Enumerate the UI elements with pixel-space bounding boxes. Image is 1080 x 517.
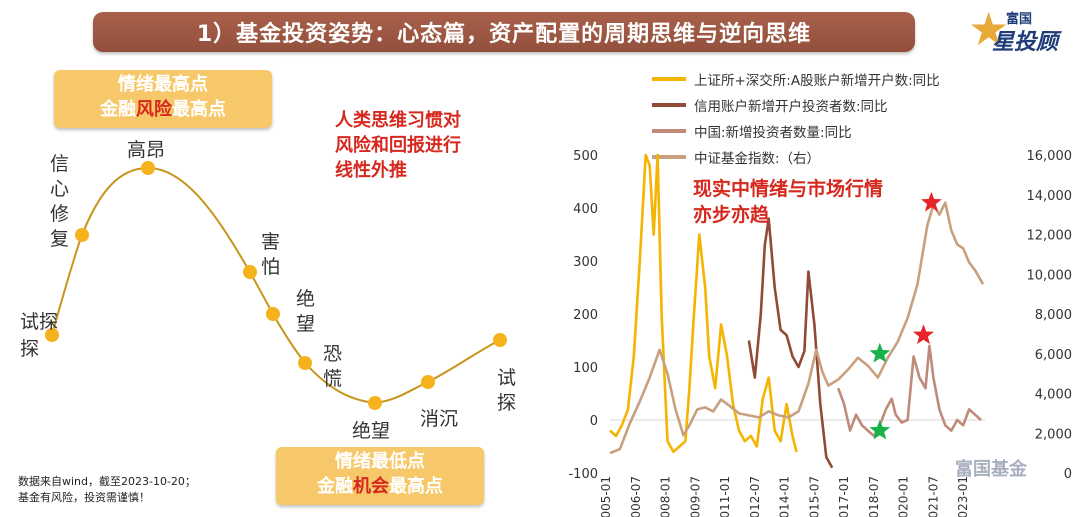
emotion-high-line2: 金融风险最高点 (100, 99, 226, 120)
y-right-tick-label: 6,000 (1035, 348, 1072, 363)
stage-label: 心 (50, 178, 69, 200)
emotion-low-line1: 情绪最低点 (335, 451, 425, 472)
stage-label: 修 (50, 203, 69, 225)
market-sentiment-chart: 500 400 300 200 100 0 -100 16,000 14,000 12,000 10… (568, 149, 1073, 517)
y-left-tick-label: 400 (573, 202, 598, 217)
legend-item: 中国:新增投资者数量:同比 (652, 118, 940, 144)
y-left-tick-label: 200 (573, 308, 598, 323)
x-tick-label: 2006-07 (629, 476, 643, 517)
cycle-curve (51, 166, 501, 405)
y-right-tick-label: 2,000 (1035, 427, 1072, 442)
x-tick-label: 2005-01 (599, 476, 613, 517)
y-right-tick-label: 14,000 (1027, 189, 1073, 204)
cycle-dots (45, 161, 507, 410)
stage-label: 慌 (323, 368, 342, 390)
star-marker (913, 324, 934, 345)
x-tick-label: 2020-01 (897, 476, 911, 517)
x-tick-label: 2014-01 (778, 476, 792, 517)
star-marker (869, 419, 891, 440)
stage-label: 怕 (261, 256, 280, 278)
cycle-dot (266, 307, 280, 321)
stage-label: 望 (296, 313, 315, 335)
linear-extrapolation-note: 人类思维习惯对 风险和回报进行 线性外推 (335, 110, 461, 181)
emotion-low-box: 情绪最低点 金融机会最高点 (276, 447, 484, 505)
series-line (609, 201, 985, 455)
data-source-note: 数据来自wind，截至2023-10-20； 基金有风险，投资需谨慎！ (18, 475, 196, 504)
star-marker (921, 191, 942, 212)
x-tick-label: 2021-07 (926, 476, 940, 517)
y-right-tick-label: 10,000 (1027, 268, 1073, 283)
series-line (609, 153, 798, 454)
cycle-dot (421, 375, 435, 389)
logo-top-text: 富国 (1006, 12, 1033, 27)
x-tick-label: 2012-07 (748, 476, 762, 517)
logo-main-text: 星投顾 (992, 30, 1059, 55)
stage-label: 消沉 (420, 408, 458, 430)
cycle-dot (141, 161, 155, 175)
star-icon: ★ (968, 2, 1010, 56)
x-tick-label: 2009-07 (688, 476, 702, 517)
emotion-high-box: 情绪最高点 金融风险最高点 (54, 70, 272, 128)
stage-label: 试 (497, 367, 516, 389)
y-left-tick-label: 300 (573, 255, 598, 270)
x-tick-label: 2018-07 (867, 476, 881, 517)
x-tick-label: 2023-01 (956, 476, 970, 517)
emotion-low-line2: 金融机会最高点 (317, 476, 443, 497)
y-right-tick-label: 16,000 (1027, 149, 1073, 164)
brand-logo: ★ 富国 星投顾 (968, 4, 1078, 56)
x-tick-label: 2017-01 (837, 476, 851, 517)
x-tick-label: 2008-01 (659, 476, 673, 517)
legend-item: 中证基金指数:（右） (652, 144, 940, 170)
chart-legend: 上证所+深交所:A股账户新增开户数:同比 信用账户新增开户投资者数:同比 中国:… (652, 66, 940, 170)
stage-label: 绝望 (352, 420, 390, 442)
y-left-tick-label: 100 (573, 361, 598, 376)
stage-label: 害 (261, 231, 280, 253)
cycle-dot (368, 396, 382, 410)
sentiment-market-note: 现实中情绪与市场行情 亦步亦趋 (693, 178, 884, 226)
stage-label: 恐 (323, 343, 342, 365)
stage-label: 绝 (296, 288, 315, 310)
emotion-cycle-diagram: 试探 探 信 心 修 复 高昂 害 怕 绝 望 恐 慌 绝望 消沉 试 探 (20, 139, 516, 442)
star-marker (869, 342, 891, 363)
y-left-tick-label: -100 (568, 467, 598, 482)
y-right-tick-label: 8,000 (1035, 308, 1072, 323)
cycle-dot (243, 265, 257, 279)
legend-item: 上证所+深交所:A股账户新增开户数:同比 (652, 66, 940, 92)
y-right-tick-label: 4,000 (1035, 388, 1072, 403)
legend-item: 信用账户新增开户投资者数:同比 (652, 92, 940, 118)
stage-label: 高昂 (127, 139, 165, 161)
y-left-tick-label: 500 (573, 149, 598, 164)
x-tick-label: 2011-01 (718, 476, 732, 517)
emotion-high-line1: 情绪最高点 (118, 74, 208, 95)
page-title: 1）基金投资姿势：心态篇，资产配置的周期思维与逆向思维 (196, 22, 812, 47)
cycle-dot (75, 228, 89, 242)
stage-label: 探 (497, 392, 516, 414)
cycle-dot (298, 356, 312, 370)
stage-label: 探 (20, 338, 39, 360)
cycle-dot (493, 333, 507, 347)
x-tick-label: 2015-07 (807, 476, 821, 517)
page-title-banner: 1）基金投资姿势：心态篇，资产配置的周期思维与逆向思维 (93, 12, 915, 52)
y-right-tick-label: 12,000 (1027, 229, 1073, 244)
cycle-dot (45, 328, 59, 342)
y-left-tick-label: 0 (590, 414, 598, 429)
series-line (836, 344, 982, 438)
stage-label: 信 (50, 153, 69, 175)
y-right-tick-label: 0 (1064, 467, 1072, 482)
stage-label: 复 (50, 228, 69, 250)
series-line (747, 217, 834, 469)
stage-label: 试探 (20, 311, 58, 333)
watermark-text: 富国基金 (955, 459, 1027, 480)
